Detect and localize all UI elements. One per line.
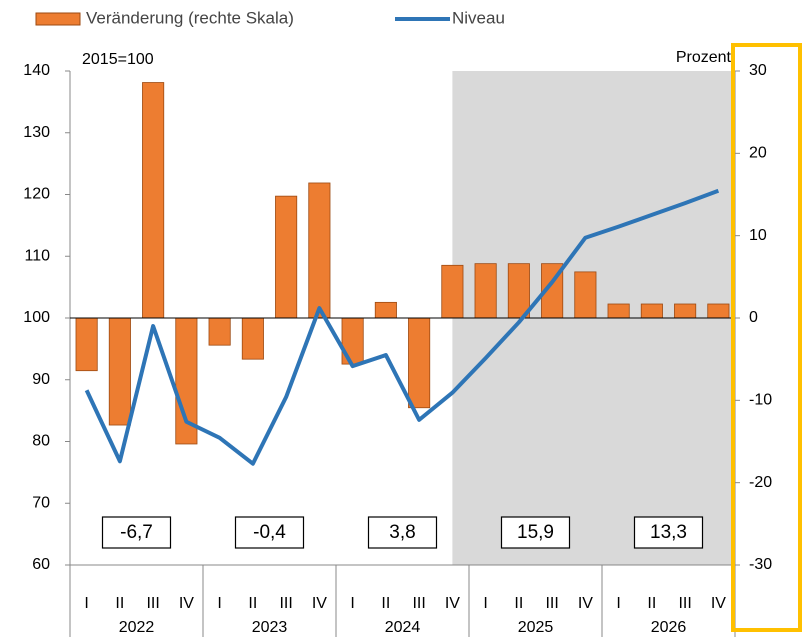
x-tick-label: IV	[578, 595, 593, 612]
y-tick-label: 130	[23, 124, 50, 141]
line	[84, 188, 720, 466]
legend-label: Veränderung (rechte Skala)	[86, 8, 294, 27]
x-tick-label: I	[217, 595, 221, 612]
x-tick-label: I	[84, 595, 88, 612]
x-tick-label: IV	[445, 595, 460, 612]
bar	[607, 303, 630, 319]
y-tick-label: 80	[32, 433, 50, 450]
x-tick-label: III	[146, 595, 159, 612]
y-tick-label: 100	[23, 309, 50, 326]
bar	[707, 303, 730, 319]
annual-box	[633, 516, 704, 549]
bar	[308, 182, 331, 319]
bar	[108, 317, 131, 426]
highlight-box	[731, 43, 802, 632]
x-tick-label: III	[279, 595, 292, 612]
bar	[441, 264, 464, 319]
x-tick-label: III	[412, 595, 425, 612]
group-label: 2024	[385, 619, 421, 636]
group-label: 2026	[651, 619, 687, 636]
bar	[674, 303, 697, 319]
bar	[208, 317, 231, 346]
x-tick-label: IV	[711, 595, 726, 612]
y2-tick-label: -30	[749, 556, 772, 573]
x-tick-label: I	[350, 595, 354, 612]
annual-change: -0,4	[253, 522, 286, 543]
y-tick-label: 120	[23, 186, 50, 203]
y2-tick-label: 10	[749, 227, 767, 244]
x-tick-label: II	[647, 595, 656, 612]
bar	[241, 317, 264, 360]
bar	[341, 317, 364, 365]
annual-change: 3,8	[389, 522, 415, 543]
annual-change: -6,7	[120, 522, 153, 543]
legend-swatch	[35, 12, 81, 26]
annual-box	[101, 516, 172, 549]
bar	[142, 82, 165, 319]
x-tick-label: III	[545, 595, 558, 612]
bar	[275, 195, 298, 319]
annual-box	[500, 516, 571, 549]
bar	[640, 303, 663, 319]
x-tick-label: II	[514, 595, 523, 612]
x-tick-label: I	[616, 595, 620, 612]
annual-change: 15,9	[517, 522, 554, 543]
y2-tick-label: 0	[749, 309, 758, 326]
y-tick-label: 60	[32, 556, 50, 573]
group-label: 2022	[119, 619, 155, 636]
x-tick-label: IV	[179, 595, 194, 612]
y2-tick-label: -20	[749, 474, 772, 491]
y2-tick-label: 20	[749, 145, 767, 162]
x-tick-label: III	[678, 595, 691, 612]
annual-box	[234, 516, 305, 549]
y2-tick-label: 30	[749, 62, 767, 79]
x-tick-label: IV	[312, 595, 327, 612]
x-tick-label: II	[381, 595, 390, 612]
bar	[374, 301, 397, 319]
x-tick-label: II	[115, 595, 124, 612]
left-axis-label: 2015=100	[82, 51, 154, 68]
bar	[408, 317, 431, 409]
group-label: 2025	[518, 619, 554, 636]
group-label: 2023	[252, 619, 288, 636]
legend-label: Niveau	[452, 8, 505, 27]
bar	[574, 271, 597, 319]
y-tick-label: 140	[23, 62, 50, 79]
y-tick-label: 70	[32, 494, 50, 511]
bar	[507, 263, 530, 319]
annual-box	[367, 516, 438, 549]
y-tick-label: 110	[24, 247, 50, 264]
bar	[474, 263, 497, 319]
x-tick-label: II	[248, 595, 257, 612]
right-axis-label: Prozent	[676, 49, 732, 66]
y2-tick-label: -10	[749, 392, 772, 409]
bar	[75, 317, 98, 372]
x-tick-label: I	[483, 595, 487, 612]
annual-change: 13,3	[650, 522, 687, 543]
y-tick-label: 90	[32, 371, 50, 388]
